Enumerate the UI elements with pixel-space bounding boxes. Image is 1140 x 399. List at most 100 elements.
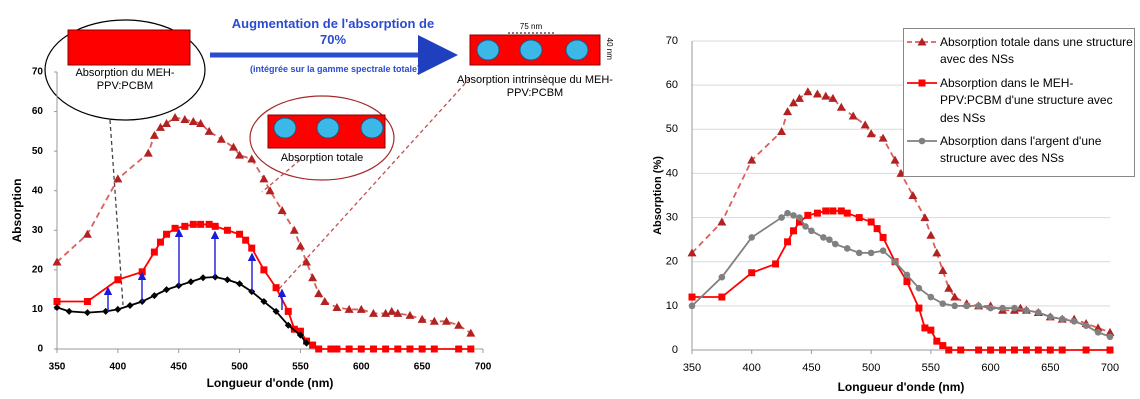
y-tick-label: 30 — [666, 211, 678, 223]
y-tick-label: 50 — [32, 146, 44, 157]
point — [344, 304, 354, 313]
point — [387, 306, 397, 315]
point — [866, 129, 876, 138]
point — [921, 324, 929, 332]
point — [784, 209, 791, 217]
point — [393, 308, 403, 317]
series-line — [57, 223, 471, 350]
y-axis-title: Absorption — [10, 179, 24, 243]
point — [1034, 346, 1042, 354]
point — [82, 229, 92, 238]
point — [939, 300, 947, 307]
point — [277, 206, 287, 214]
y-axis-title: Absorption (%) — [652, 156, 664, 235]
point — [820, 234, 827, 241]
point — [260, 298, 268, 306]
point — [150, 292, 158, 300]
point — [155, 122, 165, 131]
point — [303, 339, 311, 347]
point — [808, 227, 815, 235]
point — [320, 297, 330, 306]
point — [688, 293, 696, 301]
x-tick-label: 550 — [922, 362, 940, 374]
point — [1058, 346, 1066, 354]
point — [748, 234, 756, 241]
legend-label: Absorption dans l'argent d'une structure… — [940, 133, 1102, 166]
point — [163, 286, 171, 294]
point — [855, 249, 863, 257]
point — [242, 236, 250, 244]
point — [1106, 333, 1114, 341]
point — [180, 114, 190, 123]
point — [149, 130, 159, 139]
point — [879, 233, 887, 241]
point — [430, 345, 438, 353]
point — [802, 223, 809, 230]
point — [975, 346, 983, 354]
point — [917, 37, 927, 46]
point — [454, 320, 464, 329]
point — [114, 305, 122, 313]
point — [441, 316, 451, 325]
y-tick-label: 40 — [666, 167, 678, 179]
point — [171, 224, 179, 232]
point — [284, 307, 292, 315]
y-tick-label: 0 — [672, 344, 678, 356]
point — [236, 280, 244, 288]
point — [927, 293, 935, 301]
point — [717, 217, 727, 226]
point — [1010, 346, 1018, 354]
point — [156, 238, 164, 246]
point — [748, 269, 756, 277]
point — [999, 346, 1007, 354]
point — [260, 266, 268, 274]
point — [197, 220, 205, 228]
y-tick-label: 20 — [666, 256, 678, 268]
point — [289, 225, 299, 234]
legend-label: Absorption totale dans une structure ave… — [940, 35, 1133, 67]
legend-swatch — [907, 137, 937, 145]
point — [772, 260, 780, 268]
legend-entry: Absorption dans l'argent d'une structure… — [904, 133, 1134, 168]
x-tick-label: 450 — [170, 362, 187, 373]
y-tick-label: 40 — [32, 185, 44, 196]
point — [345, 345, 353, 353]
pointer — [109, 119, 124, 306]
point — [938, 266, 948, 275]
point — [284, 321, 292, 329]
x-tick-label: 350 — [49, 362, 66, 373]
y-tick-label: 50 — [666, 123, 678, 135]
x-axis-title: Longueur d'onde (nm) — [838, 380, 965, 394]
y-tick-label: 60 — [666, 79, 678, 91]
point — [418, 345, 426, 353]
point — [187, 278, 195, 286]
annotation: (intégrée sur la gamme spectrale totale) — [249, 64, 421, 74]
point — [718, 293, 726, 301]
point — [126, 301, 134, 309]
point — [826, 236, 833, 243]
point — [927, 326, 935, 334]
point — [188, 116, 198, 125]
point — [417, 314, 427, 323]
x-tick-label: 700 — [1101, 362, 1119, 374]
point — [951, 302, 959, 310]
point — [687, 248, 697, 257]
point — [891, 258, 899, 266]
point — [784, 238, 792, 246]
point — [143, 148, 153, 157]
point — [878, 133, 888, 142]
point — [52, 257, 62, 266]
pointer — [261, 159, 301, 193]
point — [1023, 306, 1030, 314]
point — [216, 134, 226, 143]
point — [369, 345, 377, 353]
y-tick-label: 70 — [32, 67, 44, 78]
point — [829, 207, 837, 215]
point — [248, 244, 256, 252]
point — [950, 292, 960, 301]
point — [211, 222, 219, 230]
annotation: Augmentation de l'absorption de 70% — [231, 16, 435, 47]
y-tick-label: 30 — [32, 225, 44, 236]
point — [357, 345, 365, 353]
